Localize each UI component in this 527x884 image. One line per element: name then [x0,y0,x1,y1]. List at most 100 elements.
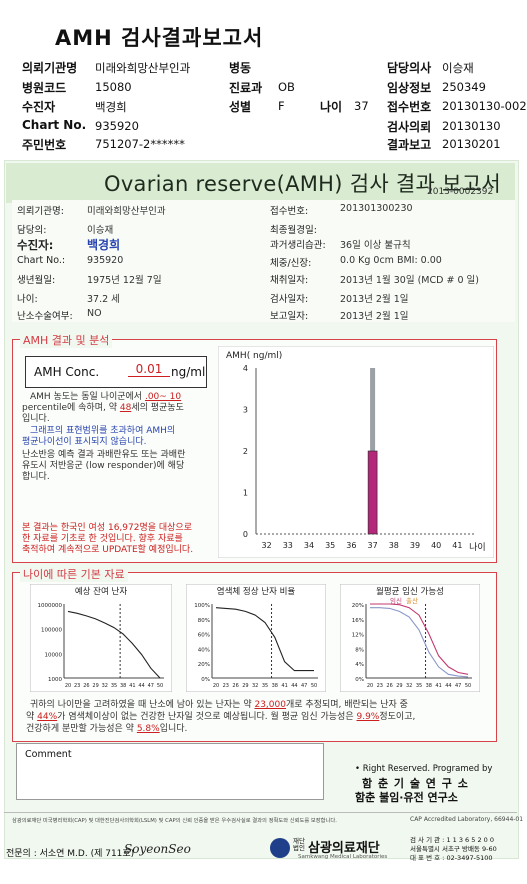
header-value: 751207-2****** [95,137,185,151]
mini-x-tick: 23 [223,683,229,689]
mini-x-tick: 26 [386,683,392,689]
mini-x-tick: 20 [213,683,219,689]
mini-chart-bg [30,584,172,692]
samkwang-logo-icon [270,838,290,858]
mini-chart-title: 염색체 정상 난자 비율 [217,586,296,597]
contact-2: 서울특별시 서초구 방배동 9-60 [410,845,497,853]
analysis-note-b: 평균나이선이 표시되지 않습니다. [22,437,147,447]
mini-series-line [370,603,469,675]
header-label: 수진자 [22,100,56,114]
report-title: Ovarian reserve(AMH) 검사 결과 보고서 [104,172,502,196]
analysis-line-1: AMH 농도는 동일 나이군에서 .00~ 10 [30,392,181,403]
mini-y-tick: 0% [201,677,210,683]
header-label: 담당의사 [387,61,432,75]
mini-y-tick: 20% [198,662,210,668]
header-label: 성별 [229,100,252,114]
info-label: 의뢰기관명: [17,206,64,217]
x-tick-label: 36 [346,541,356,550]
header-label: 병원코드 [22,81,67,95]
x-tick-label: 33 [283,541,293,550]
info-label: 생년월일: [17,275,56,286]
info-value: 201301300230 [340,203,413,214]
mini-x-tick: 29 [92,683,98,689]
normal-pct: 44% [37,712,58,722]
mini-y-tick: 4% [355,662,364,668]
mini-x-tick: 20 [65,683,71,689]
info-label: 채취일자: [270,275,309,286]
header-label: 병동 [229,61,252,75]
mini-chart-title: 예상 잔여 난자 [75,586,128,597]
x-axis-label: 나이 [469,542,486,553]
mini-y-tick: 10000 [45,652,63,658]
x-tick-label: 37 [368,541,378,550]
egg-count: 23,000 [254,700,286,710]
summary-text: 귀하의 나이만을 고려하였을 때 난소에 남아 있는 난자는 약 [30,700,252,710]
mini-series-line [67,610,161,679]
info-value: NO [87,308,102,319]
mini-x-tick: 47 [301,683,307,689]
header-value: 20130201 [442,137,501,151]
mini-series-line [370,607,469,678]
amh-section-title: AMH 결과 및 분석 [20,332,113,348]
page-title: AMH 검사결과보고서 [55,26,264,50]
header-label: 접수번호 [387,100,432,114]
mini-x-tick: 50 [311,683,317,689]
summary-line-1: 귀하의 나이만을 고려하였을 때 난소에 남아 있는 난자는 약 23,000개… [30,700,408,711]
mini-y-tick: 8% [355,647,364,653]
mini-x-tick: 50 [157,683,163,689]
analysis-text: percentile에 속하며, 약 [22,403,117,413]
mini-x-tick: 47 [148,683,154,689]
summary-text: 정도이고, [379,712,416,722]
header-value: 935920 [95,119,139,133]
accreditation-text: 삼광의료재단 미국병리학회(CAP) 및 대한진단검사의학회(LSLM) 및 C… [12,818,337,824]
header-label: 진료과 [229,81,263,95]
mini-x-tick: 44 [138,683,144,689]
mini-x-tick: 41 [435,683,441,689]
info-value: 1975년 12월 7일 [87,275,162,286]
pregnancy-pct: 9.9% [356,712,380,722]
header-label: 임상정보 [387,81,432,95]
info-value: 2013년 2월 1일 [340,294,409,305]
mini-series-line [215,607,314,672]
mini-x-tick: 32 [252,683,258,689]
header-value: 미래와희망산부인과 [95,61,191,75]
summary-text: 입니다. [159,724,188,734]
header-value: 250349 [442,80,486,94]
info-label: 과거생리습관: [270,240,326,251]
chart-background [218,346,494,558]
mini-y-tick: 20% [352,603,364,609]
header-label: 의뢰기관명 [22,61,78,75]
mini-x-tick: 23 [377,683,383,689]
normal-egg-ratio-chart: 염색체 정상 난자 비율 100% 80% 60% 40% 20% 0%20 23 26 29 32… [186,584,326,692]
summary-text: 가 염색체이상이 없는 건강한 난자일 것으로 예상됩니다. 월 평균 임신 가… [57,712,354,722]
cap-text: CAP Accredited Laboratory, 66944-01 [410,816,524,823]
x-tick-label: 41 [452,541,462,550]
info-label: 나이: [17,294,38,305]
amh-bar-value [367,450,378,535]
info-label: 보고일자: [270,311,309,322]
institute-2: 함춘 불임·유전 연구소 [355,791,458,804]
amh-conc-label: AMH Conc. [34,365,100,379]
y-tick-label: 0 [243,530,248,539]
info-label: 담당의: [17,225,47,236]
percentile-range: .00~ 10 [144,392,182,402]
analysis-text: 세의 평균농도 [131,403,184,413]
mini-x-tick: 47 [455,683,461,689]
info-label: 난소수술여부: [17,311,73,322]
average-age: 48 [119,403,132,413]
header-age-value: 37 [354,99,369,113]
mini-y-tick: 60% [198,633,210,639]
header-label: Chart No. [22,118,87,132]
mini-x-tick: 35 [416,683,422,689]
rights-text: • Right Reserved. Programed by [355,764,493,774]
institute-1: 함 춘 기 술 연 구 소 [362,777,469,790]
analysis-line-3: 입니다. [22,414,50,424]
info-label: 검사일자: [270,294,309,305]
mini-x-tick: 38 [120,683,126,689]
header-value: F [278,99,285,113]
header-age-label: 나이 [320,100,343,114]
mini-x-tick: 32 [102,683,108,689]
summary-line-3: 건강하게 분만할 가능성은 약 5.8%입니다. [26,724,187,735]
info-value: 2013년 2월 1일 [340,311,409,322]
mini-x-tick: 23 [74,683,80,689]
